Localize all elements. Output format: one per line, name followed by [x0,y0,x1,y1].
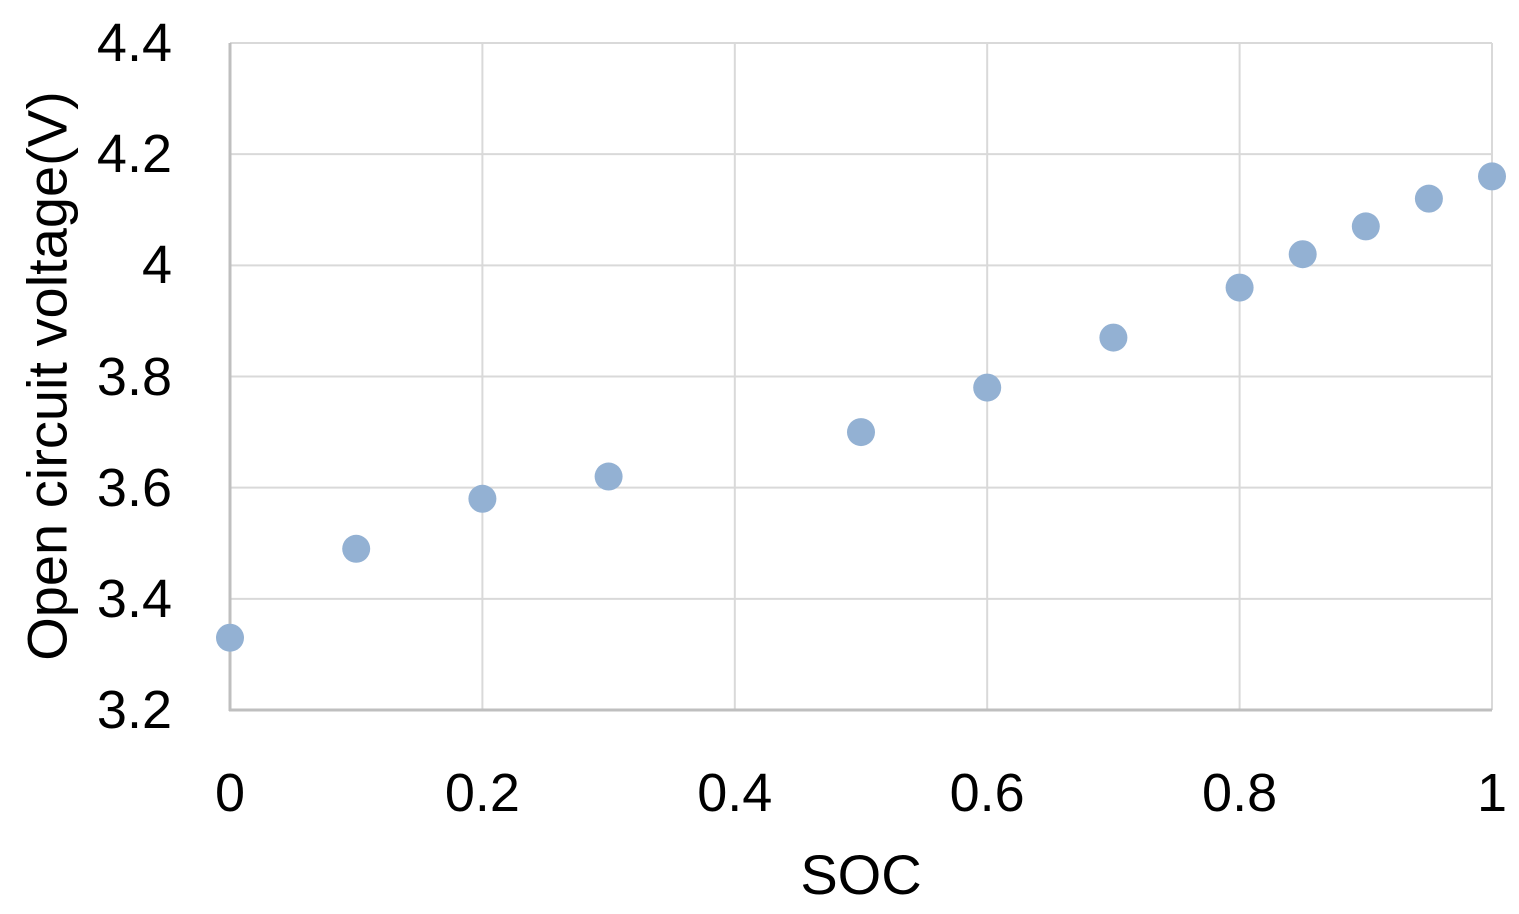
data-point [1288,240,1317,269]
data-point [973,373,1002,402]
data-point [342,534,371,563]
data-point [594,462,623,491]
x-tick-label: 0.4 [697,763,773,823]
data-point [1478,162,1506,191]
x-tick-label: 0.2 [444,763,520,823]
data-point [1414,184,1443,213]
y-tick-label: 3.2 [96,680,172,740]
x-tick-label: 0 [214,763,246,823]
x-tick-label: 1 [1476,763,1508,823]
data-point [1099,323,1128,352]
x-axis-title: SOC [800,843,922,906]
data-point [216,623,244,652]
y-tick-label: 3.6 [96,457,172,518]
y-tick-label: 4.2 [96,124,172,185]
y-tick-label: 3.8 [96,346,172,407]
data-point [1351,212,1380,241]
y-tick-label: 4 [141,235,172,296]
x-tick-label: 0.6 [949,763,1025,823]
data-point [1225,273,1254,302]
y-axis-title: Open circuit voltage(V) [15,91,79,661]
data-point [468,484,497,513]
y-tick-label: 3.4 [96,568,172,629]
y-tick-label: 4.4 [96,13,172,73]
data-point [847,418,875,447]
x-tick-label: 0.8 [1202,763,1278,823]
